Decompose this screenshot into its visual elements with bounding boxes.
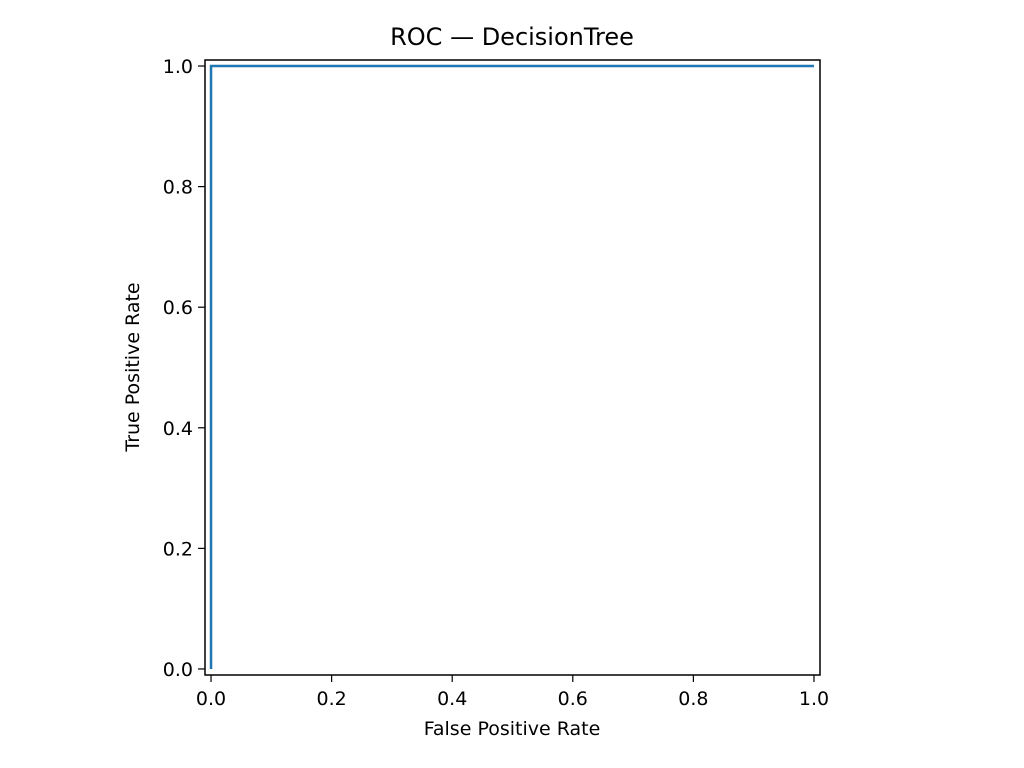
y-tick-label: 0.8 bbox=[163, 177, 193, 199]
axes-frame bbox=[204, 59, 821, 676]
x-tick-label: 0.6 bbox=[558, 688, 588, 710]
x-axis-ticks: 0.0 0.2 0.4 0.6 0.8 1.0 bbox=[196, 675, 829, 710]
x-axis-label: False Positive Rate bbox=[424, 718, 601, 740]
y-axis-label: True Positive Rate bbox=[122, 282, 144, 452]
x-tick-label: 1.0 bbox=[799, 688, 829, 710]
plot-area: 0.0 0.2 0.4 0.6 0.8 1.0 0.0 0.2 0.4 0.6 0.8 1.0 bbox=[163, 56, 829, 710]
x-tick-label: 0.2 bbox=[317, 688, 347, 710]
roc-curve-line bbox=[209, 64, 814, 669]
y-tick-label: 0.4 bbox=[163, 418, 193, 440]
y-tick-label: 0.2 bbox=[163, 538, 193, 560]
y-axis-ticks: 0.0 0.2 0.4 0.6 0.8 1.0 bbox=[163, 56, 205, 681]
x-tick-label: 0.0 bbox=[196, 688, 226, 710]
series-layer bbox=[209, 64, 814, 669]
x-tick-label: 0.4 bbox=[437, 688, 467, 710]
x-tick-label: 0.8 bbox=[678, 688, 708, 710]
chart-title: ROC — DecisionTree bbox=[390, 23, 634, 51]
y-tick-label: 0.6 bbox=[163, 297, 193, 319]
y-tick-label: 0.0 bbox=[163, 659, 193, 681]
y-tick-label: 1.0 bbox=[163, 56, 193, 78]
